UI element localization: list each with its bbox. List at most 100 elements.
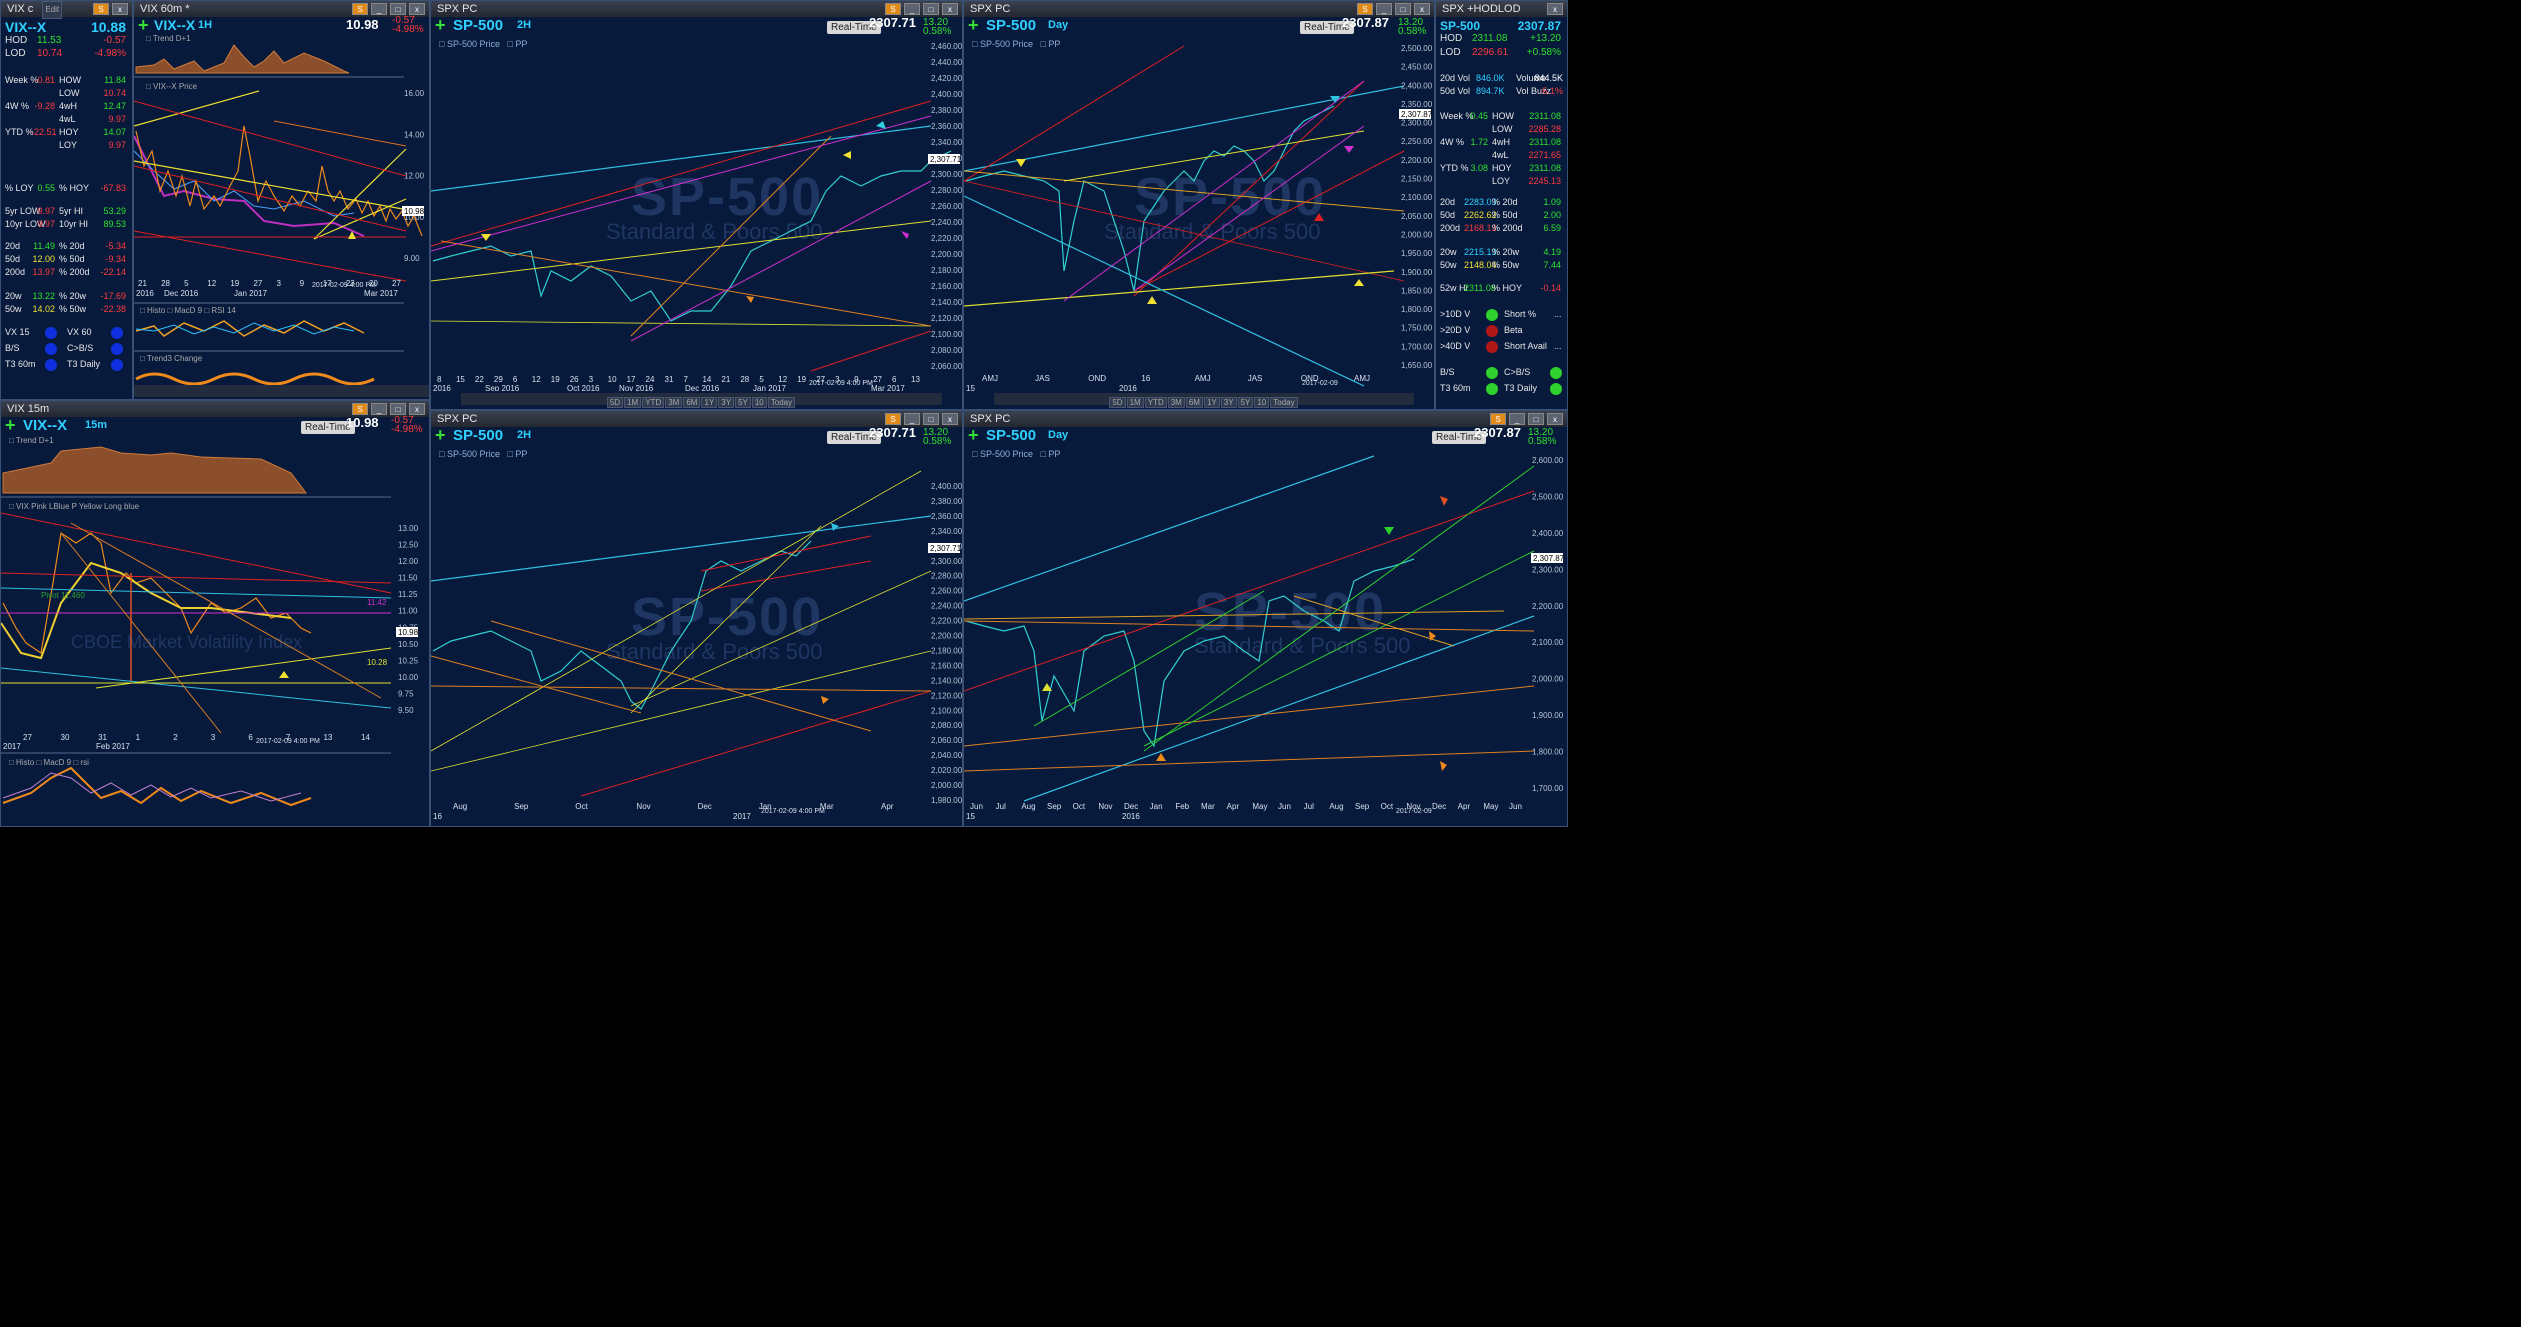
period-button[interactable]: 1M [1126, 397, 1144, 408]
vix-60m-chart-window: VIX 60m * S _ □ x + VIX--X 1H 10.98 -0.57 -… [133, 0, 430, 400]
symbol-label[interactable]: VIX--X [23, 417, 68, 434]
period-button[interactable]: 5Y [1237, 397, 1254, 408]
period-button[interactable]: Today [1270, 397, 1298, 408]
spxday-top-chart[interactable]: 2,500.00 2,450.00 2,400.00 2,350.00 2,300.00… [964, 41, 1435, 391]
spxday-bottom-chart[interactable]: 2,600.00 2,500.00 2,400.00 2,300.00 2,200.00… [964, 451, 1568, 821]
spx2h-bottom-chart[interactable]: 2,400.002,380.002,360.002,340.002,320.00… [431, 451, 963, 821]
add-study-icon[interactable]: + [968, 425, 979, 445]
hodlod-titlebar[interactable]: SPX +HODLOD x [1436, 1, 1567, 17]
period-bar[interactable]: 5D 1M YTD 3M 6M 1Y 3Y 5Y 10 Today [994, 393, 1414, 408]
spxday-titlebar[interactable]: SPX PC S _ □ x [964, 1, 1434, 17]
maximize-icon[interactable]: □ [923, 3, 939, 15]
symbol-label[interactable]: SP-500 [453, 427, 504, 444]
stat-value: -17.69 [100, 291, 126, 301]
close-icon[interactable]: x [409, 403, 425, 415]
close-icon[interactable]: x [112, 3, 128, 15]
period-button[interactable]: Today [767, 397, 796, 408]
period-button[interactable]: 6M [1185, 397, 1203, 408]
period-button[interactable]: 6M [683, 397, 701, 408]
close-icon[interactable]: x [942, 3, 958, 15]
trendline-red-2 [810, 330, 932, 372]
symbol-label[interactable]: VIX--X [154, 17, 196, 33]
minimize-icon[interactable]: _ [371, 403, 387, 415]
vix-price-line [135, 125, 423, 237]
period-button[interactable]: YTD [1144, 397, 1167, 408]
period-selector[interactable]: Day [1048, 19, 1069, 31]
period-selector[interactable]: 1H [198, 19, 213, 31]
link-icon[interactable]: S [352, 3, 368, 15]
close-icon[interactable]: x [1547, 3, 1563, 15]
close-icon[interactable]: x [1547, 413, 1563, 425]
period-button[interactable]: 3M [665, 397, 683, 408]
signal-dot-icon [1486, 325, 1498, 337]
add-study-icon[interactable]: + [5, 415, 16, 435]
link-icon[interactable]: S [93, 3, 109, 15]
last-price-box-label: 2,307.87 [1533, 554, 1565, 563]
add-study-icon[interactable]: + [435, 15, 446, 35]
period-button[interactable]: 3M [1167, 397, 1185, 408]
spx-price-line [965, 558, 1415, 748]
add-study-icon[interactable]: + [138, 15, 149, 35]
x-month-label: Nov 2016 [619, 384, 654, 391]
period-button[interactable]: YTD [642, 397, 665, 408]
period-bar[interactable]: 5D 1M YTD 3M 6M 1Y 3Y 5Y 10 Today [461, 393, 942, 408]
symbol-label[interactable]: SP-500 [453, 17, 504, 34]
spxdayb-titlebar[interactable]: SPX PC S _ □ x [964, 411, 1567, 427]
link-icon[interactable]: S [885, 3, 901, 15]
period-selector[interactable]: Day [1048, 429, 1069, 441]
period-button[interactable]: 3Y [718, 397, 735, 408]
y-tick-label: 2,200.00 [1401, 156, 1433, 165]
vix15-titlebar[interactable]: VIX 15m S _ □ x [1, 401, 429, 417]
minimize-icon[interactable]: _ [1376, 3, 1392, 15]
period-button[interactable]: 5D [1109, 397, 1126, 408]
x-month-label: Dec 2016 [685, 384, 720, 391]
scrollbar[interactable] [134, 385, 429, 397]
maximize-icon[interactable]: □ [1528, 413, 1544, 425]
spx2h-top-chart[interactable]: 2,460.00 2,440.00 2,420.00 2,400.00 2,380.00… [431, 41, 963, 391]
period-button[interactable]: 10 [751, 397, 767, 408]
x-month-label: Oct 2016 [567, 384, 600, 391]
y-tick-label: 2,120.00 [931, 314, 963, 323]
stat-label: 20w [5, 291, 22, 301]
period-selector[interactable]: 2H [517, 429, 532, 441]
vix15-chart[interactable]: □ Trend D+1 □ VIX Pink LBlue P Yellow Lo… [1, 433, 430, 823]
spx2hb-titlebar[interactable]: SPX PC S _ □ x [431, 411, 962, 427]
period-button[interactable]: 5D [606, 397, 624, 408]
add-study-icon[interactable]: + [968, 15, 979, 35]
symbol-label[interactable]: SP-500 [986, 17, 1037, 34]
maximize-icon[interactable]: □ [1395, 3, 1411, 15]
vix60-titlebar[interactable]: VIX 60m * S _ □ x [134, 1, 429, 17]
edit-button[interactable]: Edit [42, 1, 63, 19]
period-button[interactable]: 1M [624, 397, 642, 408]
period-button[interactable]: 10 [1254, 397, 1270, 408]
signal-dot-icon [111, 359, 123, 371]
spx2h-titlebar[interactable]: SPX PC S _ □ x [431, 1, 962, 17]
symbol-label[interactable]: SP-500 [986, 427, 1037, 444]
period-selector[interactable]: 2H [517, 19, 532, 31]
add-study-icon[interactable]: + [435, 425, 446, 445]
vix60-chart[interactable]: □ Trend D+1 □ VIX--X Price 16.00 14.00 12.… [134, 31, 430, 391]
maximize-icon[interactable]: □ [390, 3, 406, 15]
trendline-cyan-2 [1023, 615, 1535, 802]
period-button[interactable]: 3Y [1220, 397, 1237, 408]
minimize-icon[interactable]: _ [1509, 413, 1525, 425]
x-tick-label: AMJ [1354, 374, 1370, 383]
close-icon[interactable]: x [1414, 3, 1430, 15]
period-button[interactable]: 5Y [735, 397, 751, 408]
minimize-icon[interactable]: _ [371, 3, 387, 15]
close-icon[interactable]: x [409, 3, 425, 15]
link-icon[interactable]: S [1357, 3, 1373, 15]
minimize-icon[interactable]: _ [904, 3, 920, 15]
maximize-icon[interactable]: □ [923, 413, 939, 425]
link-icon[interactable]: S [885, 413, 901, 425]
x-tick-label: Mar [820, 802, 834, 811]
minimize-icon[interactable]: _ [904, 413, 920, 425]
close-icon[interactable]: x [942, 413, 958, 425]
period-button[interactable]: 1Y [701, 397, 718, 408]
link-icon[interactable]: S [352, 403, 368, 415]
link-icon[interactable]: S [1490, 413, 1506, 425]
period-button[interactable]: 1Y [1203, 397, 1220, 408]
maximize-icon[interactable]: □ [390, 403, 406, 415]
period-selector[interactable]: 15m [85, 419, 108, 431]
